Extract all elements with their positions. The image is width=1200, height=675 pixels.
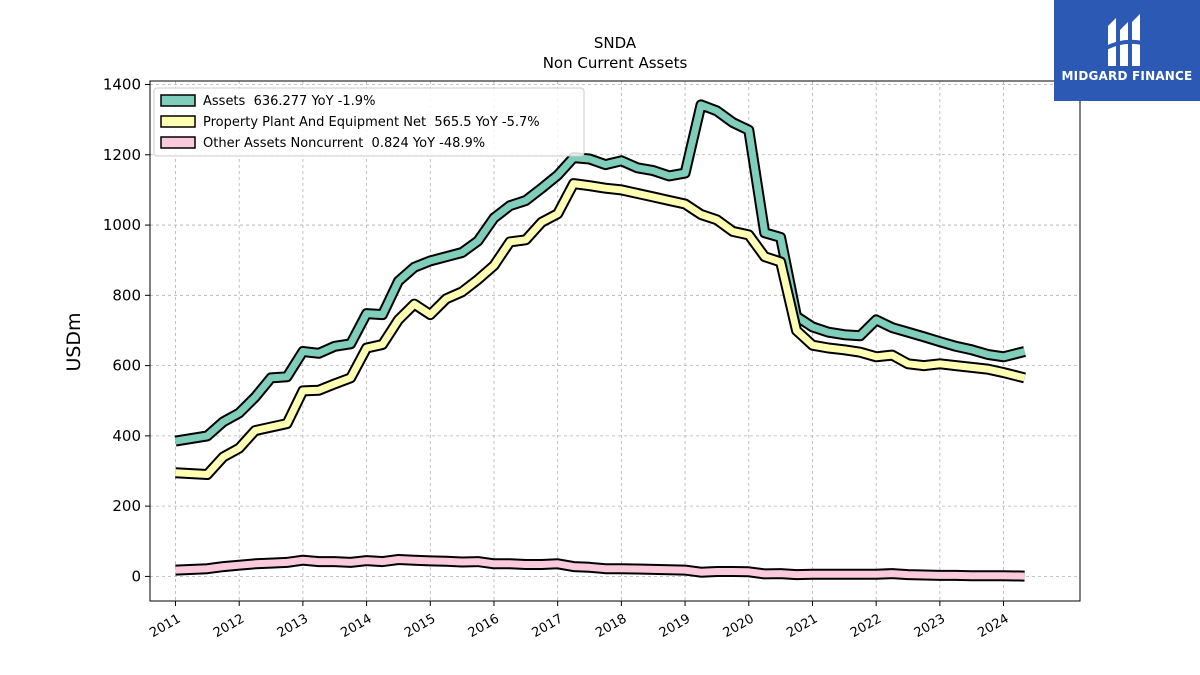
logo-text: MIDGARD FINANCE xyxy=(1061,69,1193,83)
y-tick-label: 200 xyxy=(112,497,141,515)
y-tick-label: 0 xyxy=(131,567,141,585)
y-tick-label: 1000 xyxy=(103,216,141,234)
x-tick-label: 2018 xyxy=(593,611,629,641)
legend-label-ppe: Property Plant And Equipment Net 565.5 Y… xyxy=(203,115,540,130)
series-lines xyxy=(174,99,1026,582)
x-tick-label: 2013 xyxy=(275,611,311,641)
x-tick-label: 2014 xyxy=(338,611,374,641)
x-tick-label: 2022 xyxy=(848,611,884,641)
x-tick-label: 2011 xyxy=(147,611,183,641)
series-line-ppe xyxy=(175,180,1026,478)
x-tick-label: 2012 xyxy=(211,611,247,641)
legend-swatch-other xyxy=(160,136,196,149)
x-tick-label: 2015 xyxy=(402,611,438,641)
legend-label-assets: Assets 636.277 YoY -1.9% xyxy=(203,94,375,109)
series-line-assets xyxy=(174,101,1026,445)
legend-swatch-ppe xyxy=(160,115,196,128)
y-axis-ticks: 0 200 400 600 800 1000 1200 1400 xyxy=(103,76,150,585)
x-tick-label: 2024 xyxy=(975,611,1011,641)
plot-frame xyxy=(149,80,1081,602)
legend: Assets 636.277 YoY -1.9% Property Plant … xyxy=(153,87,585,157)
y-axis-label: USDm xyxy=(63,312,85,371)
x-tick-label: 2021 xyxy=(784,611,820,641)
legend-label-other: Other Assets Noncurrent 0.824 YoY -48.9% xyxy=(203,136,485,151)
legend-swatch-assets xyxy=(160,94,196,107)
chart-title: SNDA xyxy=(594,34,637,52)
legend-box xyxy=(153,87,585,157)
x-tick-label: 2023 xyxy=(912,611,948,641)
midgard-finance-logo: MIDGARD FINANCE xyxy=(1054,0,1200,101)
y-tick-label: 600 xyxy=(112,357,141,375)
midgard-logo-icon xyxy=(1105,14,1147,66)
chart-subtitle: Non Current Assets xyxy=(543,54,688,72)
x-tick-label: 2020 xyxy=(721,611,757,641)
series-line-other xyxy=(175,556,1025,580)
y-tick-label: 800 xyxy=(112,286,141,304)
y-tick-label: 400 xyxy=(112,427,141,445)
x-tick-label: 2016 xyxy=(466,611,502,641)
y-tick-label: 1200 xyxy=(103,146,141,164)
x-tick-label: 2017 xyxy=(530,611,566,641)
x-tick-label: 2019 xyxy=(657,611,693,641)
y-tick-label: 1400 xyxy=(103,76,141,94)
x-axis-ticks: 2011 2012 2013 2014 2015 2016 2017 2018 2019 2020… xyxy=(147,601,1012,641)
